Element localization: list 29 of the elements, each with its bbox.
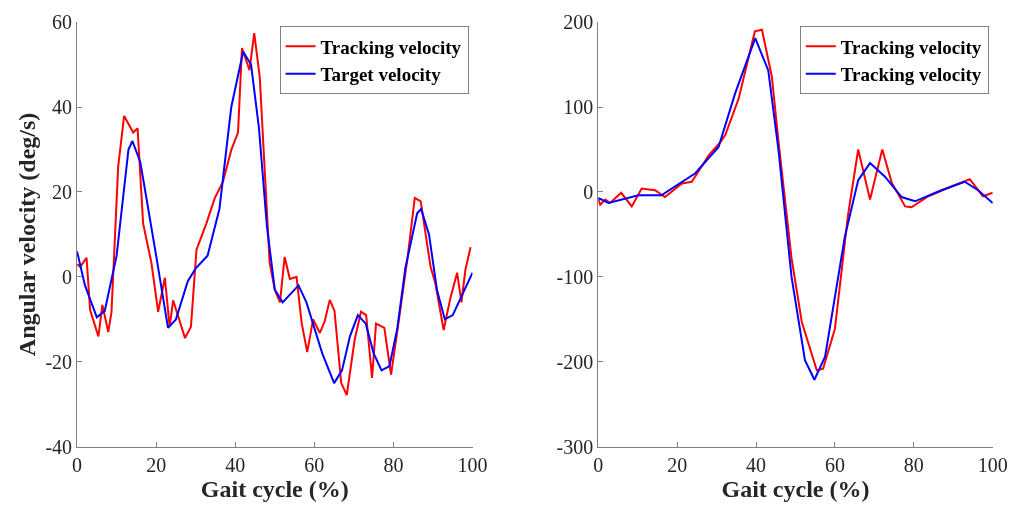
x-tick-label: 100 — [457, 453, 488, 476]
y-tick-label: -200 — [556, 350, 594, 373]
x-tick-label: 20 — [667, 453, 688, 476]
y-tick-label: 20 — [52, 180, 73, 203]
x-tick-label: 80 — [903, 453, 924, 476]
y-tick-label: -40 — [45, 435, 73, 458]
x-axis-title: Gait cycle (%) — [721, 475, 870, 502]
x-tick-label: 60 — [824, 453, 845, 476]
x-tick-label: 80 — [383, 453, 404, 476]
y-tick-label: 0 — [583, 180, 594, 203]
x-tick-label: 20 — [146, 453, 167, 476]
y-tick-label: 40 — [52, 96, 73, 119]
x-axis-title: Gait cycle (%) — [200, 475, 349, 502]
x-tick-label: 100 — [977, 453, 1008, 476]
legend-label: Tracking velocity — [840, 64, 982, 86]
y-tick-label: 100 — [563, 96, 594, 119]
y-axis-title: Angular velocity (deg/s) — [14, 112, 41, 357]
y-tick-label: -20 — [45, 350, 73, 373]
y-tick-label: 200 — [563, 11, 594, 34]
y-tick-label: 0 — [62, 265, 73, 288]
y-tick-label: -100 — [556, 265, 594, 288]
x-tick-label: 40 — [746, 453, 767, 476]
x-tick-label: 40 — [225, 453, 246, 476]
x-tick-label: 60 — [304, 453, 325, 476]
legend-label: Tracking velocity — [840, 36, 982, 58]
y-tick-label: 60 — [52, 11, 73, 34]
legend-label: Tracking velocity — [320, 36, 462, 58]
y-tick-label: -300 — [556, 435, 594, 458]
legend-label: Target velocity — [320, 64, 442, 86]
